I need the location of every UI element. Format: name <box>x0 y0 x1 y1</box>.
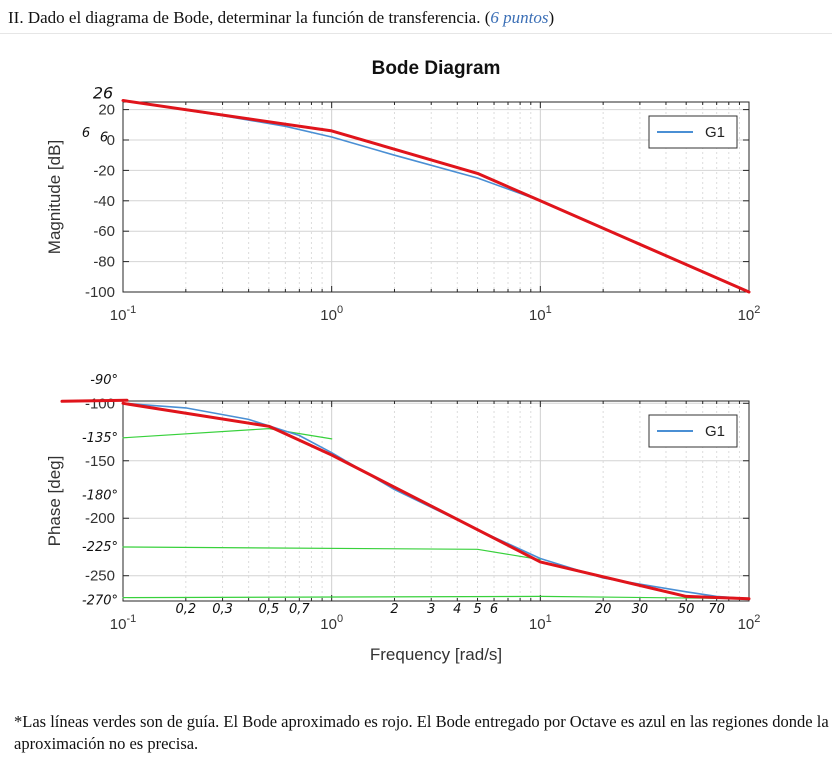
phase-note-deg-1: -135° <box>82 431 118 446</box>
phase-note-freq: 0,7 <box>289 602 310 617</box>
phase-y-axis-label: Phase [deg] <box>45 456 64 547</box>
phase-note-deg-0: -90° <box>90 373 118 388</box>
phase-green-guide-line <box>122 595 750 600</box>
magnitude-legend-label: G1 <box>705 124 725 141</box>
phase-x-tick-label: 100 <box>320 613 343 633</box>
magnitude-y-tick-label: -100 <box>85 284 115 301</box>
magnitude-note-6b: 6 <box>100 130 108 145</box>
phase-note-freq: 0,5 <box>259 602 280 617</box>
phase-note-freq: 6 <box>490 602 498 617</box>
bode-figure: Bode Diagram 10-1 100 101 102 20 0 -20 -40 -60 -80… <box>45 58 761 664</box>
magnitude-note-6a: 6 <box>82 126 90 141</box>
magnitude-title: Bode Diagram <box>372 58 501 79</box>
phase-note-freq: 70 <box>708 602 725 617</box>
phase-plot-area <box>123 401 749 601</box>
magnitude-note-26: 26 <box>93 83 113 102</box>
magnitude-x-tick-label: 102 <box>738 304 761 324</box>
phase-y-tick-label: -200 <box>85 510 115 527</box>
phase-red-approx-line <box>121 401 751 601</box>
phase-legend-label: G1 <box>705 423 725 440</box>
phase-note-freq: 20 <box>595 602 612 617</box>
magnitude-grid <box>123 102 749 293</box>
magnitude-y-tick-label: -80 <box>93 254 115 271</box>
question-suffix: ) <box>548 8 555 27</box>
phase-y-tick-label: -100 <box>85 395 115 412</box>
phase-grid <box>123 401 749 601</box>
header-divider <box>0 33 832 34</box>
question-prefix: II. Dado el diagrama de Bode, determinar… <box>8 8 491 27</box>
magnitude-y-tick-label: -20 <box>93 162 115 179</box>
magnitude-y-tick-label: 20 <box>98 102 115 119</box>
phase-y-tick-label: -150 <box>85 453 115 470</box>
phase-x-tick-label: 102 <box>738 613 761 633</box>
phase-note-freq: 50 <box>678 602 695 617</box>
magnitude-y-tick-label: 0 <box>107 132 115 149</box>
phase-axes-box <box>122 400 750 602</box>
question-text: II. Dado el diagrama de Bode, determinar… <box>8 8 554 28</box>
magnitude-x-tick-label: 100 <box>320 304 343 324</box>
magnitude-y-axis-label: Magnitude [dB] <box>45 140 64 254</box>
footnote: *Las líneas verdes son de guía. El Bode … <box>14 712 829 753</box>
magnitude-y-tick-label: -60 <box>93 223 115 240</box>
phase-y-tick-label: -250 <box>85 568 115 585</box>
phase-green-guide-line <box>122 546 541 561</box>
phase-x-tick-label: 101 <box>529 613 552 633</box>
phase-note-freq: 0,3 <box>212 602 233 617</box>
phase-note-deg-3: -225° <box>82 540 118 555</box>
phase-note-freq: 3 <box>427 602 435 617</box>
magnitude-red-approx-line <box>121 99 751 294</box>
phase-x-axis-label: Frequency [rad/s] <box>370 645 502 664</box>
magnitude-legend: G1 <box>648 115 738 149</box>
phase-note-freq: 2 <box>390 602 398 617</box>
question-points: 6 puntos <box>490 8 549 27</box>
phase-note-freq: 4 <box>453 602 461 617</box>
magnitude-axes-box <box>122 101 750 293</box>
phase-x-tick-label: 10-1 <box>110 613 136 633</box>
phase-note-deg-2: -180° <box>82 488 118 503</box>
magnitude-plot-area <box>123 102 749 292</box>
phase-note-freq: 30 <box>632 602 649 617</box>
phase-green-guide-line <box>122 428 333 440</box>
phase-legend: G1 <box>648 414 738 448</box>
magnitude-y-tick-label: -40 <box>93 193 115 210</box>
phase-note-deg-4: -270° <box>82 594 118 609</box>
phase-note-freq: 0,2 <box>175 602 196 617</box>
phase-note-freq: 5 <box>473 602 481 617</box>
magnitude-x-tick-label: 10-1 <box>110 304 136 324</box>
phase-red-marker-stroke <box>60 398 129 403</box>
magnitude-x-tick-label: 101 <box>529 304 552 324</box>
